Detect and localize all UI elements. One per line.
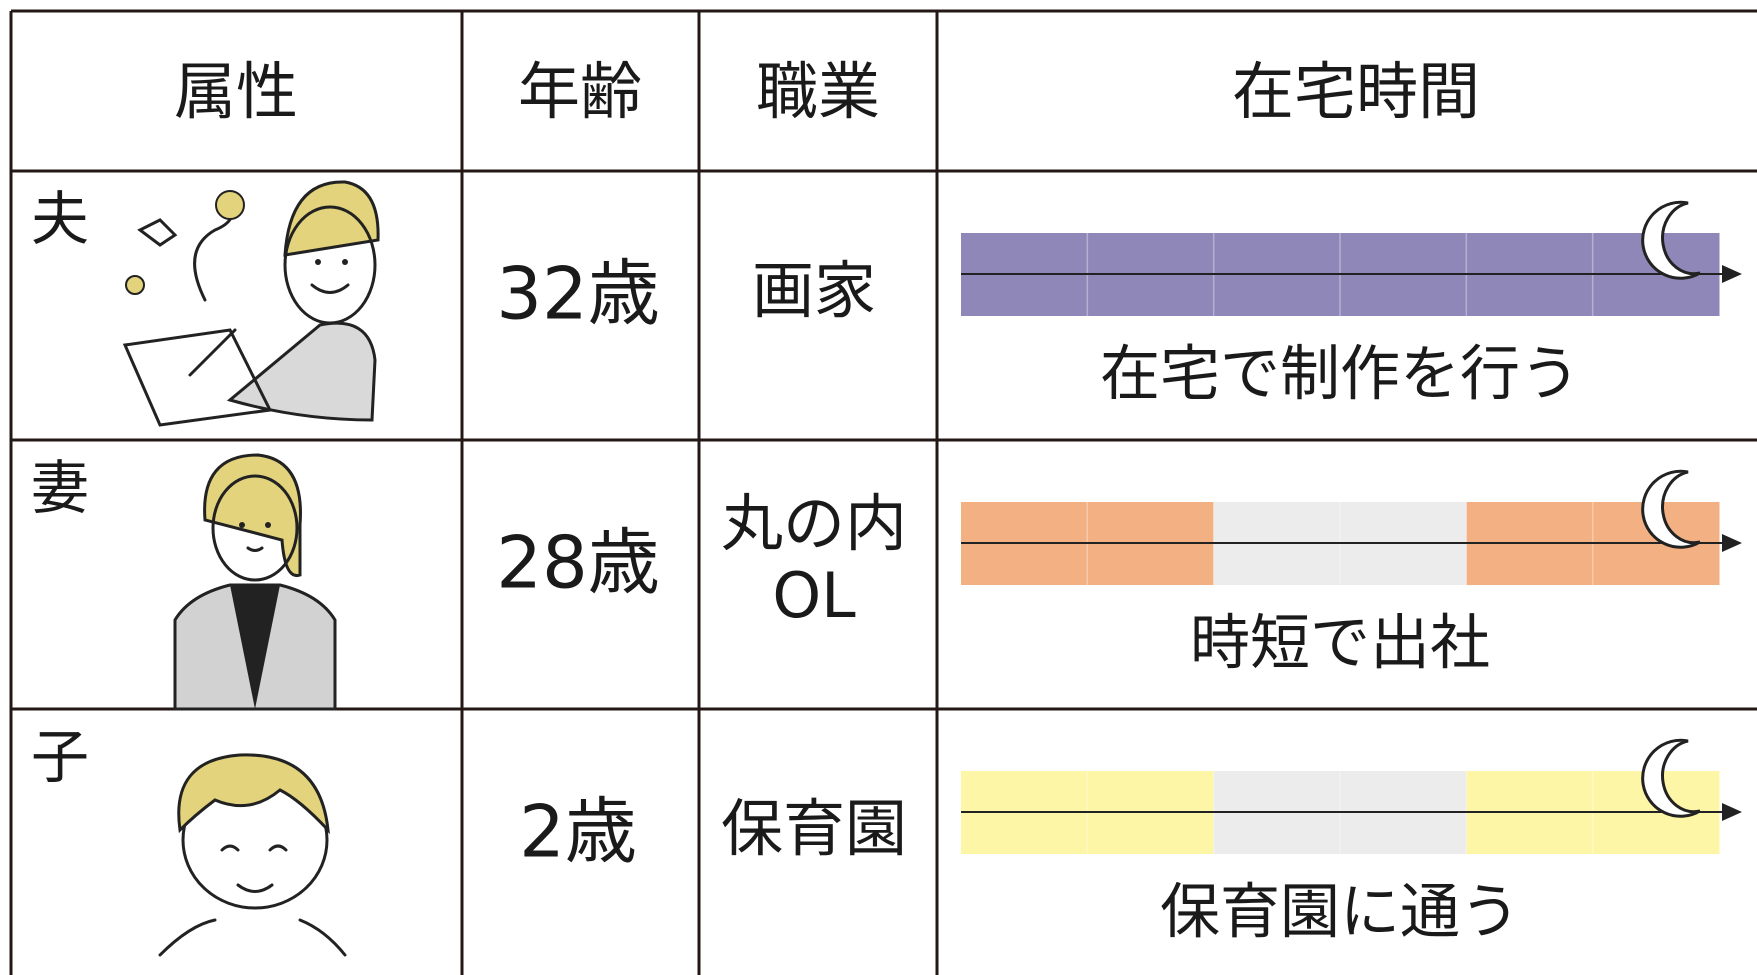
axis-arrow [1722, 803, 1742, 821]
child-illustration [158, 753, 347, 957]
job-cell: OL [772, 559, 856, 632]
husband-illustration [122, 180, 380, 427]
axis-arrow [1722, 265, 1742, 283]
attribute-label: 夫 [31, 185, 89, 253]
moon-icon [1641, 200, 1701, 280]
schedule-label: 保育園に通う [1160, 878, 1520, 948]
moon-icon [1641, 738, 1701, 818]
attribute-label: 子 [31, 723, 89, 791]
moon-icon [1641, 469, 1701, 549]
job-cell: 丸の内 [721, 487, 907, 560]
age-cell: 28歳 [496, 521, 660, 605]
header-cell: 在宅時間 [1232, 55, 1480, 128]
header-cell: 属性 [174, 55, 298, 128]
age-cell: 2歳 [519, 790, 637, 874]
attribute-label: 妻 [31, 454, 89, 522]
schedule-label: 時短で出社 [1190, 609, 1490, 679]
job-cell: 画家 [752, 254, 876, 327]
axis-arrow [1722, 534, 1742, 552]
job-cell: 保育園 [721, 792, 907, 865]
header-cell: 職業 [756, 55, 880, 128]
age-cell: 32歳 [496, 252, 660, 336]
header-cell: 年齢 [518, 55, 642, 128]
wife-illustration [173, 453, 337, 711]
schedule-label: 在宅で制作を行う [1100, 340, 1580, 410]
